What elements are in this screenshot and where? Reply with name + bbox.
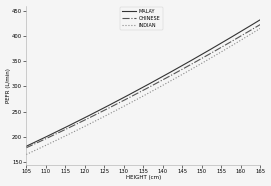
CHINESE	[101, 110, 104, 112]
Legend: MALAY, CHINESE, INDIAN: MALAY, CHINESE, INDIAN	[120, 7, 163, 30]
CHINESE	[195, 60, 198, 62]
INDIAN	[193, 66, 197, 68]
CHINESE	[25, 147, 28, 149]
CHINESE	[172, 73, 175, 75]
MALAY	[195, 56, 198, 59]
MALAY	[172, 69, 175, 72]
MALAY	[101, 108, 104, 110]
INDIAN	[25, 153, 28, 156]
INDIAN	[101, 116, 104, 118]
CHINESE	[259, 23, 262, 26]
CHINESE	[117, 102, 121, 104]
CHINESE	[193, 61, 197, 63]
CHINESE	[53, 134, 56, 136]
INDIAN	[172, 78, 175, 81]
INDIAN	[53, 140, 56, 142]
MALAY	[25, 145, 28, 147]
MALAY	[117, 99, 121, 101]
Line: MALAY: MALAY	[26, 20, 260, 146]
INDIAN	[259, 27, 262, 29]
Y-axis label: PEFR (L/min): PEFR (L/min)	[6, 68, 11, 103]
Line: INDIAN: INDIAN	[26, 28, 260, 155]
INDIAN	[117, 108, 121, 110]
MALAY	[53, 132, 56, 134]
INDIAN	[195, 65, 198, 68]
Line: CHINESE: CHINESE	[26, 25, 260, 148]
MALAY	[193, 57, 197, 59]
X-axis label: HEIGHT (cm): HEIGHT (cm)	[126, 175, 161, 180]
MALAY	[259, 19, 262, 21]
